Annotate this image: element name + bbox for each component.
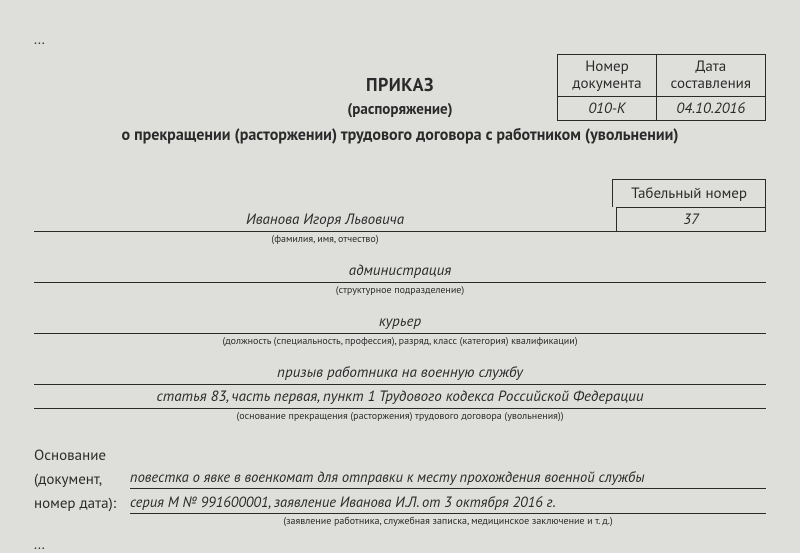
meta-block: Номер документа Дата составления 010-К 0… — [34, 54, 766, 121]
reason1: призыв работника на военную службу — [34, 363, 766, 385]
basis-text1: повестка о явке в военкомат для отправки… — [130, 468, 766, 489]
doc-num-value: 010-К — [558, 96, 656, 120]
ellipsis-bottom: ... — [34, 535, 766, 553]
basis-l1: Основание — [34, 444, 116, 468]
employee-section: Табельный номер Иванова Игоря Львовича 3… — [34, 179, 766, 422]
meta-table: Номер документа Дата составления 010-К 0… — [557, 54, 766, 121]
basis-block: Основание (документ, номер дата): повест… — [34, 444, 766, 527]
department: администрация — [34, 261, 766, 283]
ellipsis-top: ... — [34, 30, 766, 48]
date-value: 04.10.2016 — [656, 96, 765, 120]
position-hint: (должность (специальность, профессия), р… — [34, 334, 766, 347]
basis-labels: Основание (документ, номер дата): — [34, 444, 116, 527]
title-long: о прекращении (расторжении) трудового до… — [34, 125, 766, 145]
reason2: статья 83, часть первая, пункт 1 Трудово… — [34, 387, 766, 409]
basis-l2: (документ, — [34, 468, 116, 492]
full-name-hint: (фамилия, имя, отчество) — [34, 232, 616, 245]
basis-hint: (заявление работника, служебная записка,… — [130, 514, 766, 527]
department-hint: (структурное подразделение) — [34, 283, 766, 296]
basis-l3: номер дата): — [34, 492, 116, 516]
full-name: Иванова Игоря Львовича — [34, 210, 616, 232]
date-label: Дата составления — [656, 55, 765, 97]
basis-text: повестка о явке в военкомат для отправки… — [130, 444, 766, 527]
basis-text2: серия М № 991600001, заявление Иванова И… — [130, 493, 766, 514]
tab-num-value: 37 — [616, 207, 766, 232]
name-row: Иванова Игоря Львовича 37 — [34, 207, 766, 232]
tab-num-label: Табельный номер — [612, 179, 766, 207]
position: курьер — [34, 312, 766, 334]
doc-num-label: Номер документа — [558, 55, 656, 97]
reason-hint: (основание прекращения (расторжения) тру… — [34, 409, 766, 422]
